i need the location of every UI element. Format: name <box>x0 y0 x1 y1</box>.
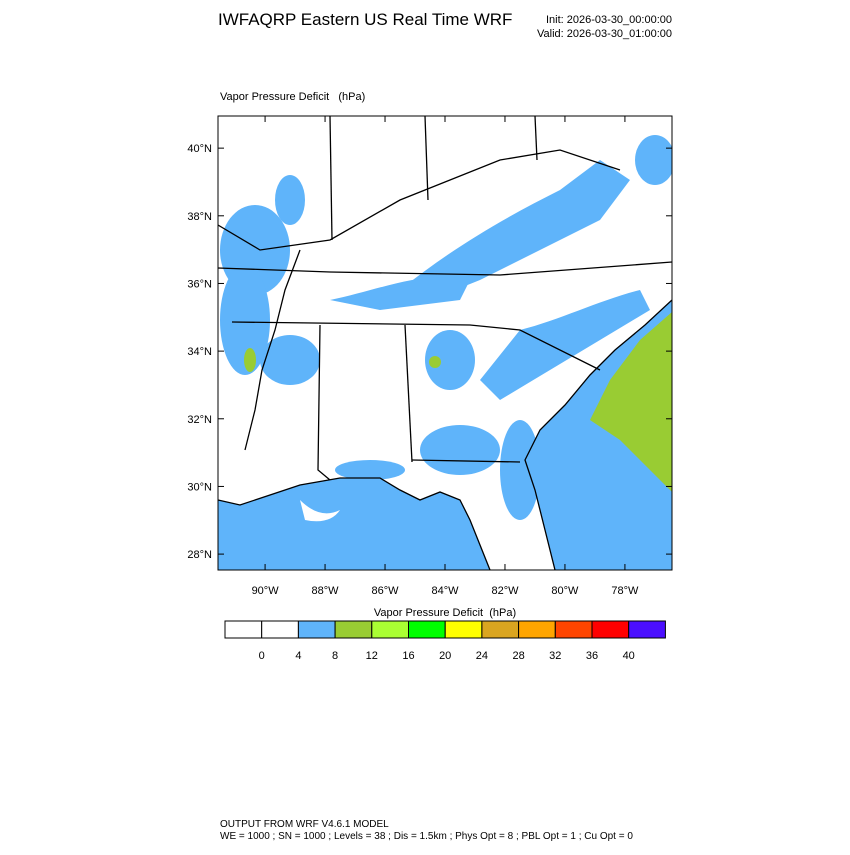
green-area <box>244 348 256 372</box>
colorbar-label: 36 <box>586 650 598 662</box>
colorbar-label: 4 <box>295 650 301 662</box>
map <box>217 115 673 571</box>
colorbar-label: 0 <box>259 650 265 662</box>
colorbar-label: 8 <box>332 650 338 662</box>
colorbar-box <box>481 620 520 639</box>
colorbar-box <box>628 620 666 639</box>
lon-label: 80°W <box>551 585 579 597</box>
lat-label: 30°N <box>187 481 212 493</box>
shelf <box>300 500 340 522</box>
lon-label: 88°W <box>312 585 340 597</box>
borders <box>218 116 672 570</box>
colorbar-box <box>371 620 409 639</box>
colorbar-box <box>408 620 446 639</box>
lat-label: 28°N <box>187 549 212 561</box>
gulf <box>218 478 490 570</box>
colorbar-box <box>224 620 263 639</box>
lat-label: 32°N <box>187 414 212 426</box>
colorbar-box <box>261 620 299 639</box>
colorbar-label: 24 <box>476 650 488 662</box>
lat-label: 34°N <box>187 346 212 358</box>
colorbar-box <box>591 620 630 639</box>
lon-label: 84°W <box>431 585 459 597</box>
green-area <box>590 312 672 492</box>
lon-label: 90°W <box>252 585 280 597</box>
field-label: Vapor Pressure Deficit (hPa) <box>220 91 365 103</box>
lat-label: 36°N <box>187 278 212 290</box>
colorbar-box <box>554 620 593 639</box>
green-area <box>429 356 441 368</box>
shading <box>220 135 672 520</box>
lon-label: 82°W <box>491 585 519 597</box>
lat-label: 38°N <box>187 211 212 223</box>
colorbar-label: 12 <box>366 650 378 662</box>
colorbar-label: 16 <box>402 650 414 662</box>
colorbar-title: Vapor Pressure Deficit (hPa) <box>374 607 516 619</box>
lat-label: 40°N <box>187 143 212 155</box>
footer-line: OUTPUT FROM WRF V4.6.1 MODEL <box>220 819 389 830</box>
colorbar-box <box>297 620 336 639</box>
colorbar-label: 28 <box>512 650 524 662</box>
init-time: Init: 2026-03-30_00:00:00 <box>546 14 672 26</box>
lon-label: 78°W <box>611 585 639 597</box>
colorbar-label: 40 <box>623 650 635 662</box>
footer-line: WE = 1000 ; SN = 1000 ; Levels = 38 ; Di… <box>220 831 633 842</box>
colorbar-box <box>334 620 373 639</box>
title: IWFAQRP Eastern US Real Time WRF <box>218 10 512 29</box>
colorbar-label: 32 <box>549 650 561 662</box>
valid-time: Valid: 2026-03-30_01:00:00 <box>537 28 672 40</box>
colorbar-box <box>444 620 483 639</box>
colorbar-box <box>518 620 556 639</box>
colorbar-label: 20 <box>439 650 451 662</box>
colorbar: 0 4 8 12 16 20 24 28 32 36 40 <box>224 620 666 662</box>
lon-label: 86°W <box>372 585 400 597</box>
